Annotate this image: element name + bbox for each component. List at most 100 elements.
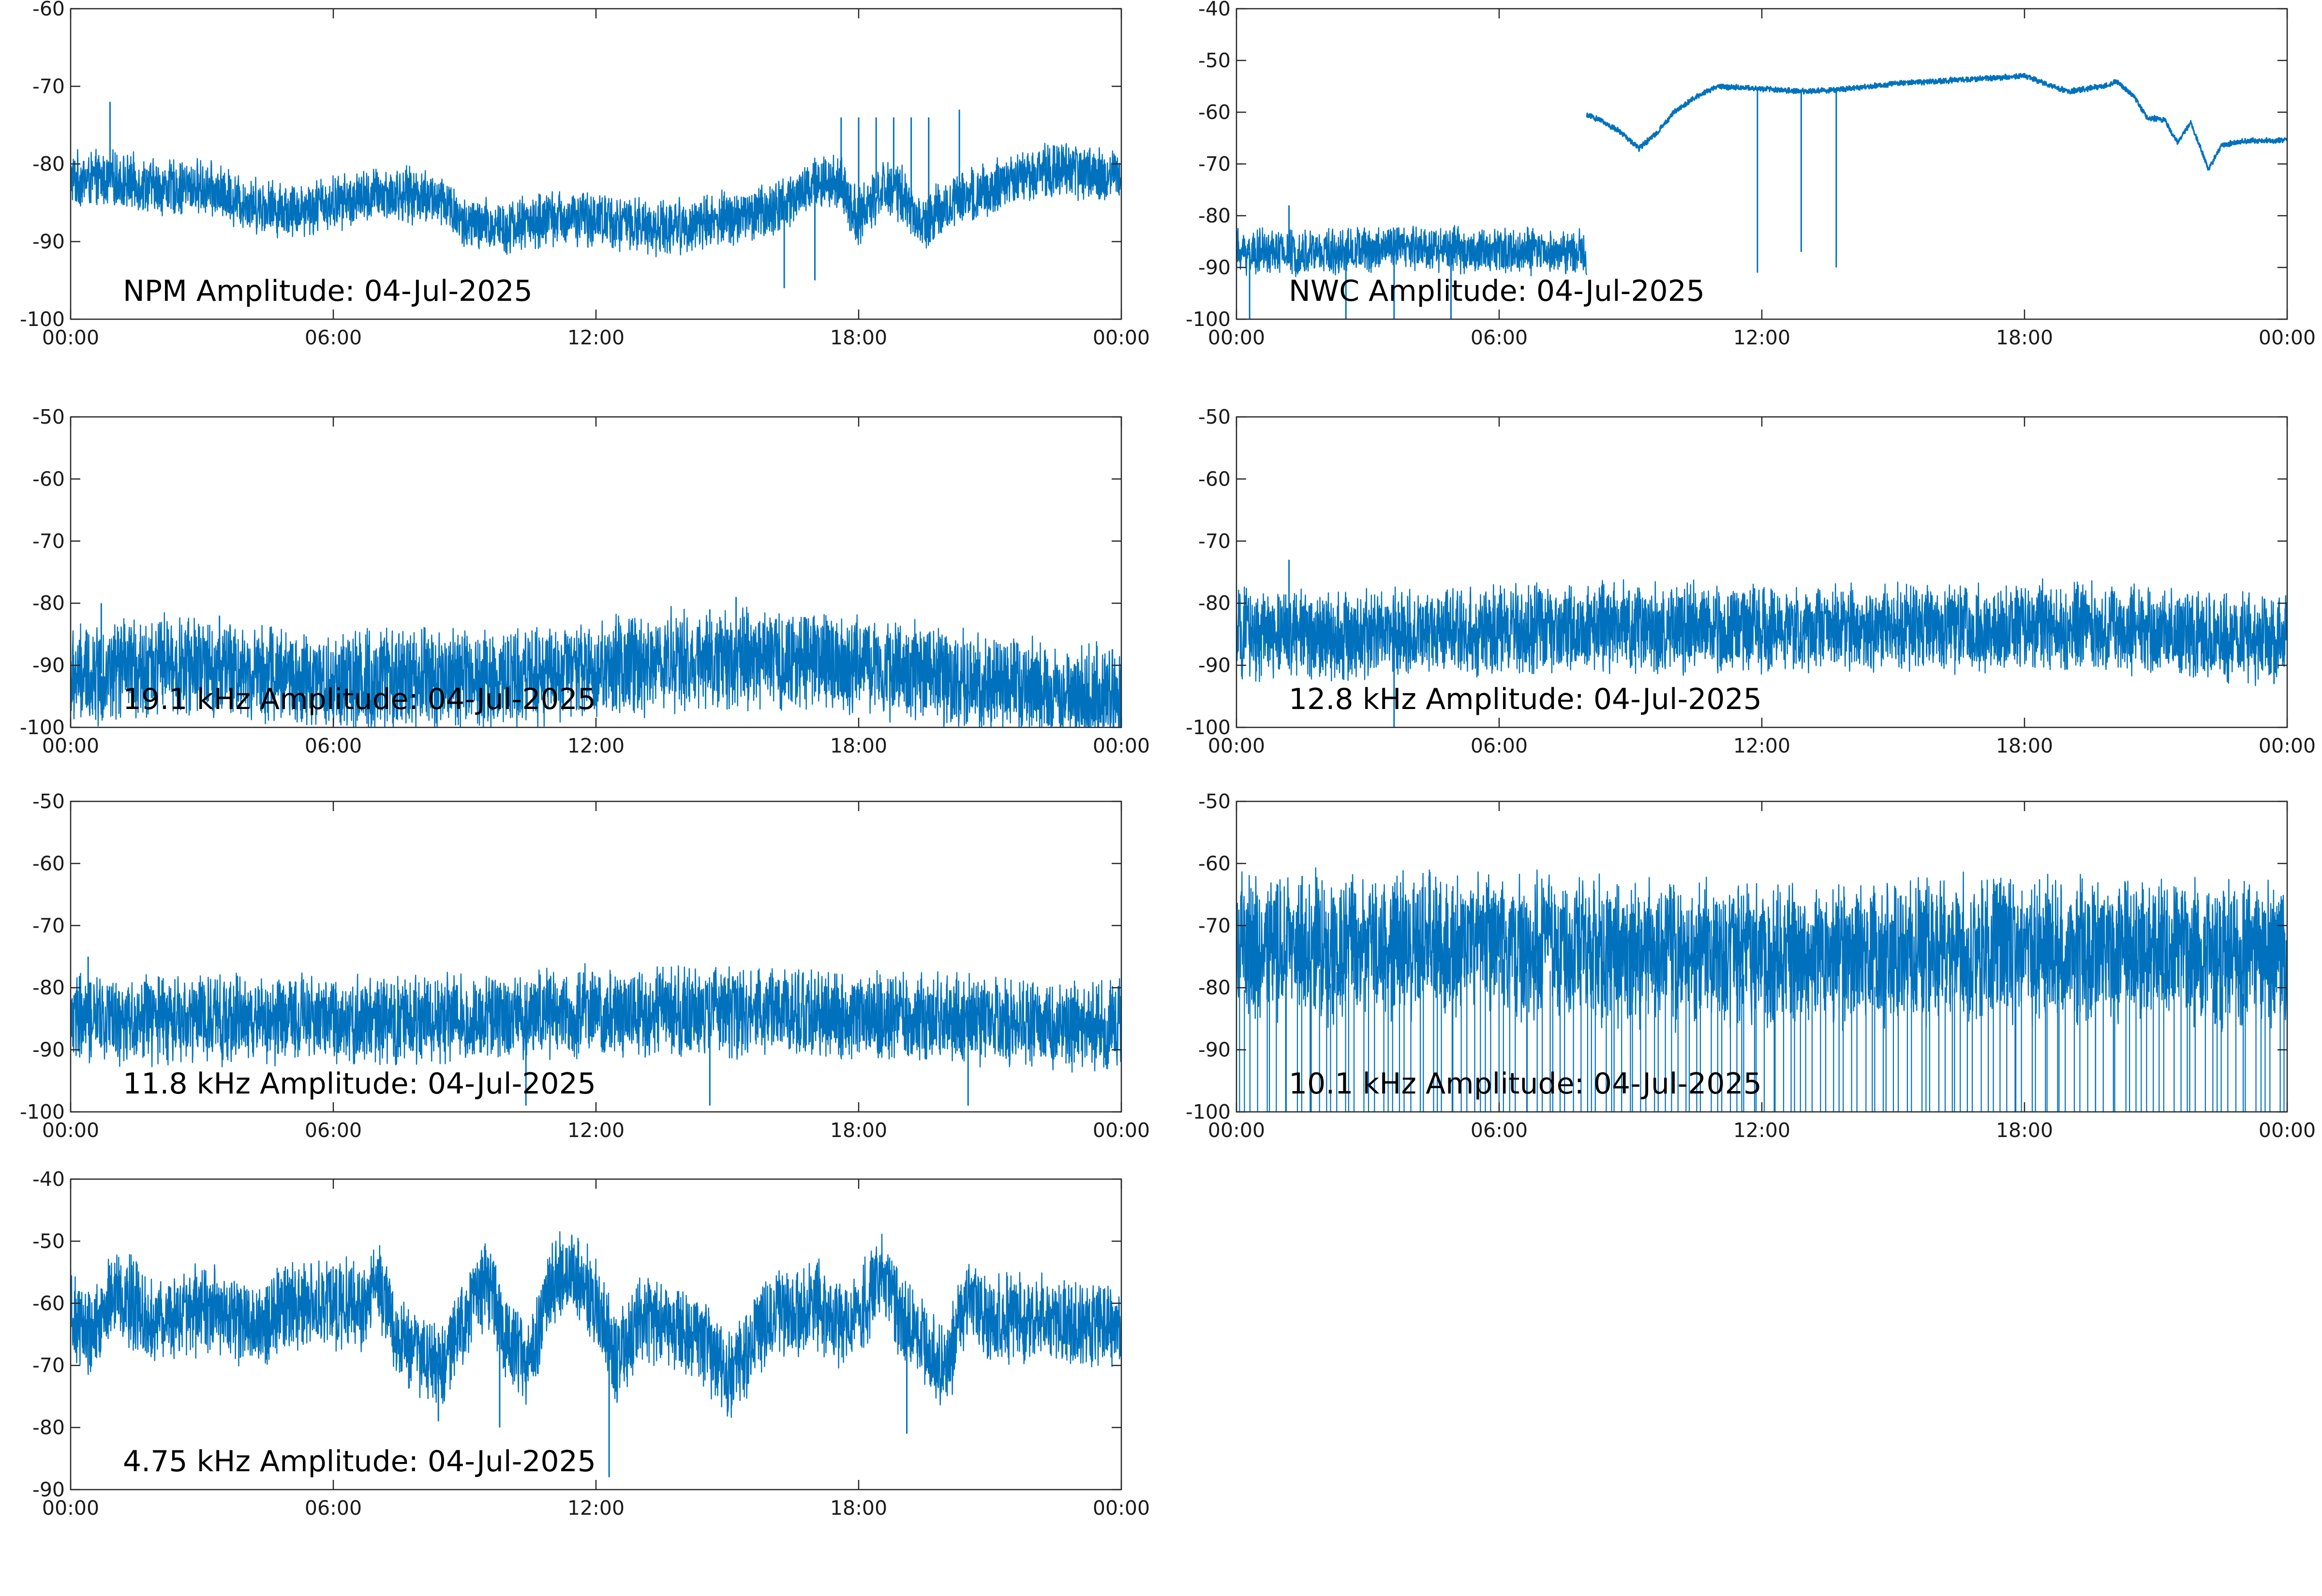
x-tick-label: 00:00 — [1093, 1496, 1150, 1520]
y-tick-label: -50 — [32, 405, 65, 429]
y-tick-label: -70 — [1198, 530, 1231, 553]
y-tick-label: -90 — [1198, 654, 1231, 677]
x-tick-label: 00:00 — [42, 734, 99, 757]
y-tick-label: -40 — [1198, 0, 1231, 20]
x-tick-label: 12:00 — [1733, 734, 1790, 757]
plot-area — [71, 1231, 1121, 1478]
y-tick-label: -70 — [32, 1354, 65, 1377]
y-tick-label: -70 — [32, 530, 65, 553]
x-tick-label: 06:00 — [1471, 734, 1528, 757]
y-tick-label: -100 — [1186, 308, 1231, 331]
series-trace-1 — [1236, 578, 2287, 686]
plot-area — [71, 597, 1121, 727]
plot-area — [71, 102, 1121, 288]
y-tick-label: -90 — [32, 1038, 65, 1062]
x-tick-label: 12:00 — [567, 326, 625, 349]
x-tick-label: 00:00 — [42, 1119, 99, 1142]
x-tick-label: 00:00 — [1093, 734, 1150, 757]
x-tick-label: 18:00 — [830, 326, 887, 349]
x-tick-label: 12:00 — [1733, 326, 1790, 349]
y-tick-label: -50 — [1198, 49, 1231, 72]
plot-area — [1236, 560, 2287, 727]
plot-area — [1236, 867, 2287, 1112]
x-tick-label: 06:00 — [1471, 1119, 1528, 1142]
chart-title: 10.1 kHz Amplitude: 04-Jul-2025 — [1289, 1067, 1762, 1101]
y-tick-label: -80 — [32, 976, 65, 999]
x-tick-label: 00:00 — [1208, 734, 1265, 757]
x-tick-label: 12:00 — [1733, 1119, 1790, 1142]
x-tick-label: 00:00 — [2259, 734, 2316, 757]
y-tick-label: -60 — [32, 1292, 65, 1315]
y-tick-label: -50 — [1198, 405, 1231, 429]
x-tick-label: 00:00 — [42, 1496, 99, 1520]
x-tick-label: 00:00 — [2259, 1119, 2316, 1142]
x-tick-label: 18:00 — [830, 1119, 887, 1142]
y-tick-label: -50 — [32, 790, 65, 813]
chart-title: NPM Amplitude: 04-Jul-2025 — [123, 274, 533, 308]
series-trace-1 — [71, 963, 1121, 1073]
y-tick-label: -80 — [1198, 204, 1231, 227]
x-tick-label: 18:00 — [1996, 734, 2053, 757]
chart-title: 12.8 kHz Amplitude: 04-Jul-2025 — [1289, 682, 1762, 716]
series-trace-1 — [71, 1231, 1121, 1418]
y-tick-label: -80 — [1198, 591, 1231, 615]
x-tick-label: 12:00 — [567, 1496, 625, 1520]
x-tick-label: 06:00 — [305, 734, 362, 757]
x-tick-label: 18:00 — [830, 734, 887, 757]
y-tick-label: -70 — [32, 914, 65, 937]
axes-frame — [70, 800, 1122, 1113]
y-tick-label: -50 — [1198, 790, 1231, 813]
chart-title: 11.8 kHz Amplitude: 04-Jul-2025 — [123, 1067, 596, 1101]
y-tick-label: -100 — [20, 1100, 65, 1123]
y-tick-label: -60 — [32, 0, 65, 20]
x-tick-label: 00:00 — [42, 326, 99, 349]
y-tick-label: -40 — [32, 1167, 65, 1191]
y-tick-label: -100 — [1186, 1100, 1231, 1123]
series-trace-2 — [1586, 73, 2287, 171]
series-trace-1 — [1236, 225, 1588, 278]
chart-title: 19.1 kHz Amplitude: 04-Jul-2025 — [123, 682, 596, 716]
chart-title: 4.75 kHz Amplitude: 04-Jul-2025 — [123, 1445, 596, 1478]
y-tick-label: -100 — [1186, 716, 1231, 739]
x-tick-label: 00:00 — [1093, 1119, 1150, 1142]
x-tick-label: 18:00 — [1996, 326, 2053, 349]
x-tick-label: 00:00 — [1208, 1119, 1265, 1142]
y-tick-label: -80 — [32, 591, 65, 615]
plot-area — [1236, 73, 2287, 319]
y-tick-label: -70 — [1198, 152, 1231, 176]
y-tick-label: -100 — [20, 308, 65, 331]
y-tick-label: -80 — [32, 152, 65, 176]
dropout-lines — [1239, 905, 2285, 1112]
y-tick-label: -60 — [1198, 852, 1231, 875]
x-tick-label: 06:00 — [305, 1496, 362, 1520]
y-tick-label: -90 — [32, 654, 65, 677]
x-tick-label: 00:00 — [1093, 326, 1150, 349]
x-tick-label: 06:00 — [305, 1119, 362, 1142]
y-tick-label: -50 — [32, 1229, 65, 1253]
x-tick-label: 00:00 — [2259, 326, 2316, 349]
series-trace-1 — [1236, 867, 2287, 1033]
y-tick-label: -70 — [1198, 914, 1231, 937]
y-tick-label: -80 — [1198, 976, 1231, 999]
y-tick-label: -90 — [1198, 1038, 1231, 1062]
x-tick-label: 06:00 — [305, 326, 362, 349]
y-tick-label: -90 — [32, 1478, 65, 1501]
y-tick-label: -60 — [1198, 467, 1231, 490]
chart-title: NWC Amplitude: 04-Jul-2025 — [1289, 274, 1705, 308]
series-trace-1 — [71, 606, 1121, 727]
x-tick-label: 00:00 — [1208, 326, 1265, 349]
y-tick-label: -90 — [1198, 256, 1231, 279]
y-tick-label: -70 — [32, 75, 65, 98]
x-tick-label: 12:00 — [567, 1119, 625, 1142]
y-tick-label: -80 — [32, 1416, 65, 1439]
series-trace-1 — [71, 143, 1121, 257]
y-tick-label: -90 — [32, 230, 65, 253]
